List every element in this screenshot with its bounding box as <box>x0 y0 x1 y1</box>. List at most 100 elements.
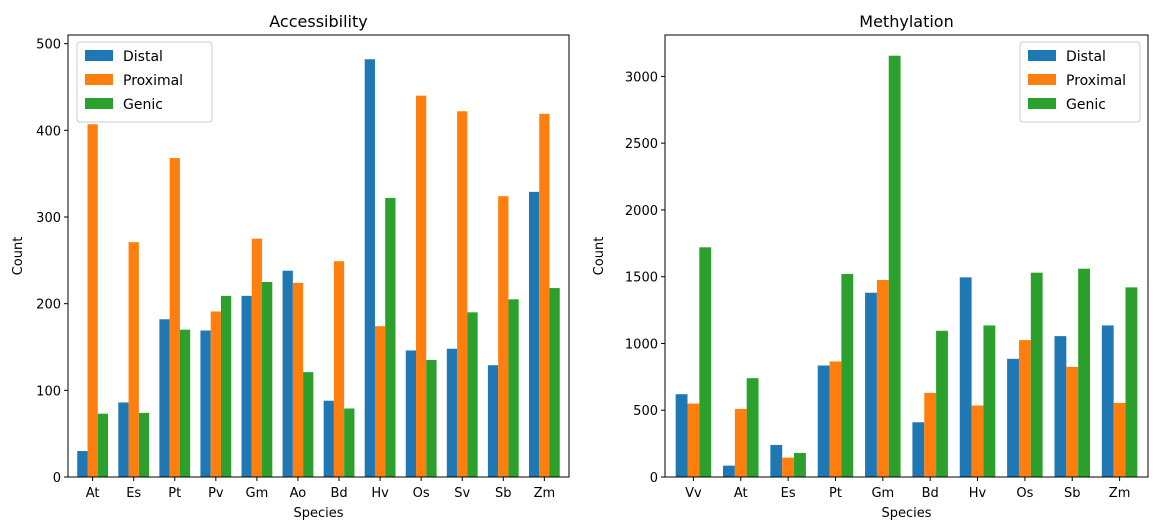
chart-title: Accessibility <box>269 12 367 31</box>
bar-genic-pt <box>841 274 854 477</box>
x-tick-label: Es <box>126 486 141 501</box>
bar-distal-bd <box>323 400 334 477</box>
bar-genic-ao <box>303 372 314 477</box>
bar-genic-pt <box>179 329 191 477</box>
y-tick-label: 0 <box>650 471 658 486</box>
legend: Distal Proximal Genic <box>1019 41 1141 123</box>
bar-genic-pv <box>220 295 232 477</box>
bar-distal-ao <box>282 270 293 477</box>
bar-genic-gm <box>262 282 273 477</box>
bar-genic-es <box>794 452 806 477</box>
bar-distal-bd <box>912 422 925 477</box>
x-tick-label: Bd <box>330 486 347 501</box>
bar-proximal-os <box>1018 340 1031 477</box>
legend-label-proximal: Proximal <box>123 73 183 89</box>
y-tick-label: 0 <box>53 471 61 486</box>
y-tick-label: 2000 <box>625 204 658 219</box>
legend-swatch-proximal <box>1028 74 1056 85</box>
legend-label-genic: Genic <box>1066 97 1106 113</box>
bar-proximal-at <box>87 124 98 478</box>
bar-distal-at <box>77 451 88 477</box>
bar-proximal-hv <box>374 326 386 477</box>
bar-distal-es <box>118 402 129 477</box>
bar-genic-os <box>426 360 437 477</box>
bar-proximal-at <box>734 408 747 477</box>
bar-genic-sv <box>467 312 478 477</box>
legend-label-genic: Genic <box>123 97 163 113</box>
bar-genic-bd <box>936 330 948 477</box>
bar-distal-zm <box>1101 325 1114 477</box>
x-tick-label: Zm <box>1109 486 1131 501</box>
bar-distal-os <box>1007 358 1019 477</box>
y-tick-label: 500 <box>36 38 61 53</box>
y-axis-label: Count <box>592 237 607 276</box>
x-tick-label: Pt <box>168 486 181 501</box>
bar-distal-sb <box>487 365 499 477</box>
bar-proximal-es <box>782 457 795 477</box>
legend-swatch-distal <box>1028 50 1056 61</box>
plot-frame <box>664 34 1149 478</box>
x-tick-label: Os <box>413 486 430 501</box>
bar-proximal-es <box>128 242 139 477</box>
bar-proximal-zm <box>1113 402 1126 477</box>
x-tick-label: Ao <box>290 486 307 501</box>
legend-label-distal: Distal <box>123 49 163 65</box>
y-tick-label: 3000 <box>625 70 658 85</box>
bar-genic-at <box>97 413 109 477</box>
y-tick-label: 300 <box>36 211 61 226</box>
chart-0: 0 100 200 300 400 500 At Es Pt Pv Gm Ao Bd Hv Os Sv Sb Zm… <box>11 12 570 521</box>
bar-distal-zm <box>528 191 540 477</box>
bar-proximal-sb <box>498 196 509 477</box>
bar-genic-zm <box>1125 287 1138 477</box>
bar-proximal-bd <box>333 261 345 477</box>
bar-distal-sb <box>1054 336 1067 477</box>
x-tick-label: Sb <box>1064 486 1081 501</box>
bar-proximal-sb <box>1066 366 1079 477</box>
x-tick-label: Hv <box>371 486 389 501</box>
chart-title: Methylation <box>859 12 953 31</box>
x-axis-label: Species <box>293 506 343 521</box>
bar-distal-es <box>770 444 783 477</box>
plot-frame <box>67 34 570 478</box>
bar-proximal-pv <box>210 311 221 477</box>
bar-distal-sv <box>446 348 458 477</box>
x-tick-label: Hv <box>969 486 987 501</box>
bar-proximal-gm <box>876 280 889 477</box>
bar-proximal-hv <box>971 405 984 477</box>
x-tick-label: Gm <box>246 486 269 501</box>
bar-distal-pv <box>200 330 211 477</box>
y-tick-label: 200 <box>36 298 61 313</box>
bar-proximal-gm <box>251 238 263 477</box>
bar-genic-sb <box>1078 268 1090 477</box>
bar-distal-os <box>405 350 417 477</box>
y-tick-label: 2500 <box>625 137 658 152</box>
bar-genic-at <box>746 378 759 477</box>
x-axis-label: Species <box>881 506 931 521</box>
y-tick-label: 1000 <box>625 337 658 352</box>
bar-distal-pt <box>159 319 170 477</box>
legend-swatch-genic <box>85 98 113 109</box>
bar-genic-os <box>1030 272 1043 477</box>
y-tick-label: 100 <box>36 384 61 399</box>
x-tick-label: Es <box>781 486 796 501</box>
bar-proximal-vv <box>687 403 700 477</box>
bar-genic-es <box>138 412 150 477</box>
legend-swatch-genic <box>1028 98 1056 109</box>
x-tick-label: Sv <box>454 486 470 501</box>
x-tick-label: Gm <box>871 486 894 501</box>
x-tick-label: Pv <box>208 486 224 501</box>
bar-proximal-pt <box>169 158 180 477</box>
bar-distal-pt <box>817 365 830 477</box>
bar-proximal-bd <box>924 392 937 477</box>
bar-genic-vv <box>699 247 712 477</box>
legend-swatch-proximal <box>85 74 113 85</box>
bar-proximal-sv <box>457 111 468 478</box>
bar-distal-gm <box>241 295 252 477</box>
x-tick-label: Bd <box>922 486 939 501</box>
y-axis-label: Count <box>11 237 26 276</box>
x-tick-label: Zm <box>534 486 556 501</box>
bar-proximal-pt <box>829 361 842 477</box>
legend-swatch-distal <box>85 50 113 61</box>
y-tick-label: 500 <box>633 404 658 419</box>
